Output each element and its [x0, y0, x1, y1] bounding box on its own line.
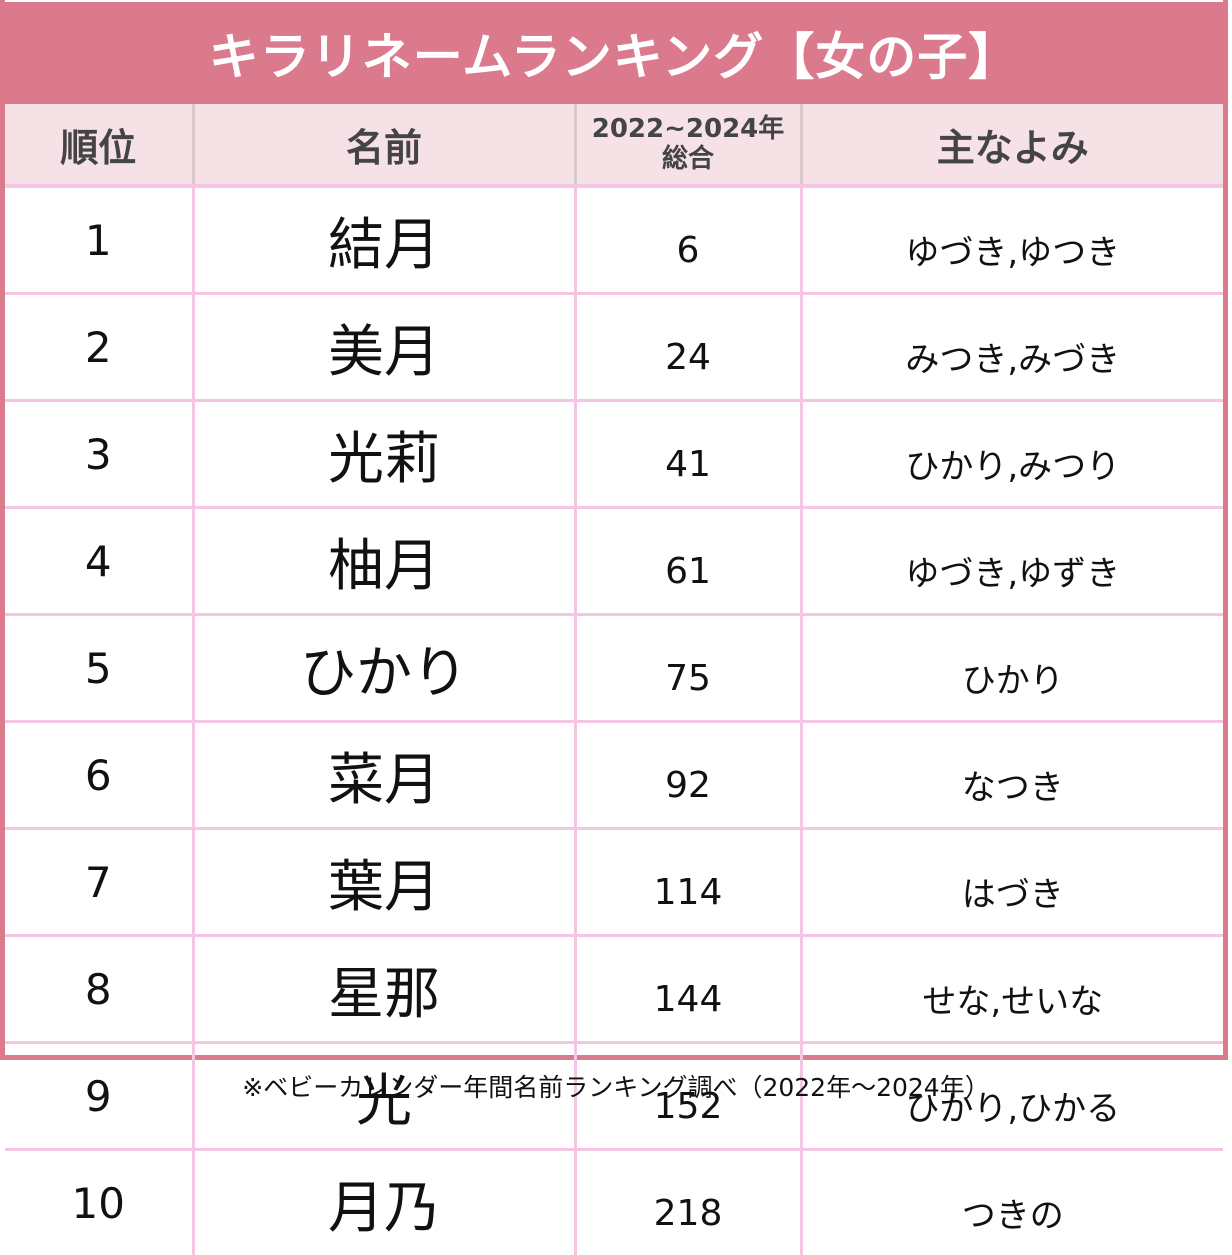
total-cell: 24 [575, 294, 801, 401]
table-row: 8 星那 144 せな,せいな [5, 936, 1223, 1043]
reading-cell: なつき [801, 722, 1223, 829]
name-cell: 葉月 [193, 829, 575, 936]
reading-cell: ひかり,みつり [801, 401, 1223, 508]
reading-cell: ひかり [801, 615, 1223, 722]
total-cell: 92 [575, 722, 801, 829]
total-cell: 61 [575, 508, 801, 615]
header-total-label: 総合 [577, 144, 800, 174]
total-cell: 6 [575, 186, 801, 294]
rank-cell: 2 [5, 294, 193, 401]
rank-cell: 7 [5, 829, 193, 936]
name-cell: 美月 [193, 294, 575, 401]
reading-cell: つきの [801, 1150, 1223, 1255]
reading-cell: ゆづき,ゆずき [801, 508, 1223, 615]
rank-cell: 10 [5, 1150, 193, 1255]
header-total: 2022~2024年 総合 [575, 104, 801, 186]
header-name: 名前 [193, 104, 575, 186]
name-cell: 月乃 [193, 1150, 575, 1255]
reading-cell: みつき,みづき [801, 294, 1223, 401]
total-cell: 218 [575, 1150, 801, 1255]
name-cell: 柚月 [193, 508, 575, 615]
source-footnote: ※ベビーカレンダー年間名前ランキング調べ（2022年～2024年） [0, 1068, 1232, 1104]
table-row: 5 ひかり 75 ひかり [5, 615, 1223, 722]
reading-cell: ゆづき,ゆつき [801, 186, 1223, 294]
table-row: 7 葉月 114 はづき [5, 829, 1223, 936]
rank-cell: 3 [5, 401, 193, 508]
header-total-years: 2022~2024年 [577, 114, 800, 144]
total-cell: 114 [575, 829, 801, 936]
name-cell: ひかり [193, 615, 575, 722]
total-cell: 75 [575, 615, 801, 722]
name-cell: 光莉 [193, 401, 575, 508]
header-reading: 主なよみ [801, 104, 1223, 186]
rank-cell: 6 [5, 722, 193, 829]
table-row: 10 月乃 218 つきの [5, 1150, 1223, 1255]
table-row: 1 結月 6 ゆづき,ゆつき [5, 186, 1223, 294]
table-header-row: 順位 名前 2022~2024年 総合 主なよみ [5, 104, 1223, 186]
total-cell: 144 [575, 936, 801, 1043]
name-cell: 結月 [193, 186, 575, 294]
table-row: 3 光莉 41 ひかり,みつり [5, 401, 1223, 508]
page-title: キラリネームランキング【女の子】 [0, 2, 1228, 104]
rank-cell: 5 [5, 615, 193, 722]
table-row: 4 柚月 61 ゆづき,ゆずき [5, 508, 1223, 615]
rank-cell: 8 [5, 936, 193, 1043]
table-row: 2 美月 24 みつき,みづき [5, 294, 1223, 401]
reading-cell: せな,せいな [801, 936, 1223, 1043]
table-row: 6 菜月 92 なつき [5, 722, 1223, 829]
header-rank: 順位 [5, 104, 193, 186]
reading-cell: はづき [801, 829, 1223, 936]
total-cell: 41 [575, 401, 801, 508]
name-cell: 菜月 [193, 722, 575, 829]
name-cell: 星那 [193, 936, 575, 1043]
rank-cell: 4 [5, 508, 193, 615]
rank-cell: 1 [5, 186, 193, 294]
